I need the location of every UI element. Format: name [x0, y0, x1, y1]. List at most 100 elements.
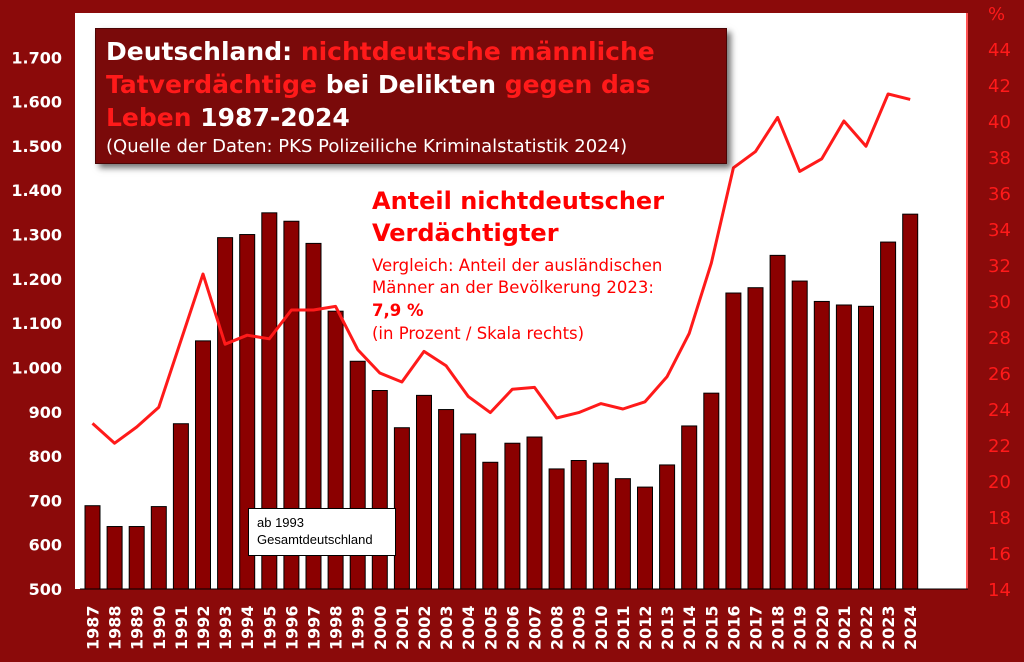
x-tick-label: 2005 — [481, 605, 500, 650]
bar — [172, 423, 189, 590]
bar — [548, 468, 565, 590]
bar — [393, 427, 410, 590]
x-tick-label: 2007 — [526, 605, 545, 650]
y-tick-label-right: 24 — [988, 400, 1011, 421]
bar — [128, 526, 145, 590]
title-part: bei Delikten — [325, 70, 497, 99]
x-tick-label: 2013 — [658, 605, 677, 650]
bar — [637, 486, 653, 590]
y-tick-label-right: 14 — [988, 580, 1011, 601]
y-tick-label-left: 900 — [29, 403, 62, 422]
annotation-line-3: (in Prozent / Skala rechts) — [372, 324, 585, 343]
y-tick-label-left: 1.100 — [11, 314, 62, 333]
y-tick-label-right: 26 — [988, 364, 1011, 385]
x-tick-label: 2006 — [503, 605, 522, 650]
annotation-line-1: Vergleich: Anteil der ausländischen — [372, 256, 663, 275]
annotation-value: 7,9 % — [372, 301, 424, 320]
x-tick-label: 2022 — [857, 605, 876, 650]
x-tick-label: 2019 — [791, 605, 810, 650]
x-tick-label: 1995 — [260, 605, 279, 650]
bar — [725, 292, 742, 590]
title-part: Deutschland: — [106, 37, 293, 66]
y-tick-label-left: 1.500 — [11, 137, 62, 156]
x-tick-label: 1990 — [150, 605, 169, 650]
title-part: Tatverdächtige — [106, 70, 317, 99]
bar — [217, 237, 234, 590]
bar — [747, 287, 764, 590]
y-tick-label-left: 1.600 — [11, 93, 62, 112]
x-tick-label: 2009 — [570, 605, 589, 650]
y-tick-label-right: 30 — [988, 292, 1011, 313]
y-tick-label-left: 700 — [29, 491, 62, 510]
y-tick-label-right: 16 — [988, 544, 1011, 565]
x-tick-label: 1988 — [106, 605, 125, 650]
x-tick-label: 2001 — [393, 605, 412, 650]
bar — [526, 436, 543, 590]
y-tick-label-right: 44 — [988, 40, 1011, 61]
bar — [703, 392, 720, 590]
x-tick-label: 2004 — [459, 605, 478, 650]
title-part: gegen das — [504, 70, 651, 99]
bar — [482, 461, 499, 590]
bar — [769, 254, 786, 590]
x-tick-label: 1993 — [216, 605, 235, 650]
bar — [614, 478, 631, 590]
x-tick-label: 1989 — [128, 605, 147, 650]
annotation-line-2: Männer an der Bevölkerung 2023: — [372, 278, 654, 297]
title-source: (Quelle der Daten: PKS Polizeiliche Krim… — [106, 136, 628, 157]
x-tick-label: 2011 — [614, 605, 633, 650]
bar — [659, 464, 676, 590]
bar — [195, 340, 211, 590]
x-tick-label: 2012 — [636, 605, 655, 650]
note-line-1: ab 1993 — [257, 515, 304, 530]
y-tick-label-left: 1.000 — [11, 358, 62, 377]
x-tick-label: 2002 — [415, 605, 434, 650]
bar — [902, 213, 919, 590]
x-tick-label: 1991 — [172, 605, 191, 650]
title-line-2: Tatverdächtige bei Delikten gegen das — [106, 68, 716, 101]
y-tick-label-right: 22 — [988, 436, 1011, 457]
y-tick-label-right: 38 — [988, 148, 1011, 169]
y-tick-label-right: 40 — [988, 112, 1011, 133]
x-tick-label: 2015 — [702, 605, 721, 650]
x-tick-label: 2008 — [548, 605, 567, 650]
y-tick-label-right: % — [988, 4, 1005, 25]
x-tick-label: 1999 — [349, 605, 368, 650]
y-tick-label-right: 32 — [988, 256, 1011, 277]
y-tick-label-left: 500 — [29, 580, 62, 599]
bar — [835, 304, 852, 590]
x-tick-label: 2003 — [437, 605, 456, 650]
bar — [592, 462, 609, 590]
x-tick-label: 2018 — [769, 605, 788, 650]
x-tick-label: 2017 — [747, 605, 766, 650]
y-tick-label-left: 1.200 — [11, 270, 62, 289]
bar — [438, 409, 455, 590]
y-tick-label-left: 1.700 — [11, 48, 62, 67]
title-part: nichtdeutsche männliche — [300, 37, 655, 66]
bar — [813, 300, 830, 590]
bar — [880, 241, 897, 590]
x-tick-label: 1998 — [327, 605, 346, 650]
note-box: ab 1993 Gesamtdeutschland — [248, 508, 396, 556]
y-tick-label-right: 28 — [988, 328, 1011, 349]
title-part: Leben — [106, 103, 192, 132]
y-tick-label-right: 34 — [988, 220, 1011, 241]
x-tick-label: 1992 — [194, 605, 213, 650]
y-tick-label-left: 800 — [29, 447, 62, 466]
y-tick-label-left: 600 — [29, 536, 62, 555]
title-line-1: Deutschland: nichtdeutsche männliche — [106, 35, 716, 68]
bar — [460, 433, 477, 590]
title-line-3: Leben 1987-2024 — [106, 101, 716, 134]
x-tick-label: 2021 — [835, 605, 854, 650]
annotation-heading-2: Verdächtigter — [372, 219, 559, 247]
annotation-heading-1: Anteil nichtdeutscher — [372, 187, 665, 215]
note-line-2: Gesamtdeutschland — [257, 532, 373, 547]
x-tick-label: 1997 — [305, 605, 324, 650]
x-tick-label: 1996 — [282, 605, 301, 650]
bar — [150, 506, 167, 590]
x-tick-label: 2000 — [371, 605, 390, 650]
x-tick-label: 2024 — [901, 605, 920, 650]
bar — [416, 394, 432, 590]
bar — [858, 305, 874, 590]
